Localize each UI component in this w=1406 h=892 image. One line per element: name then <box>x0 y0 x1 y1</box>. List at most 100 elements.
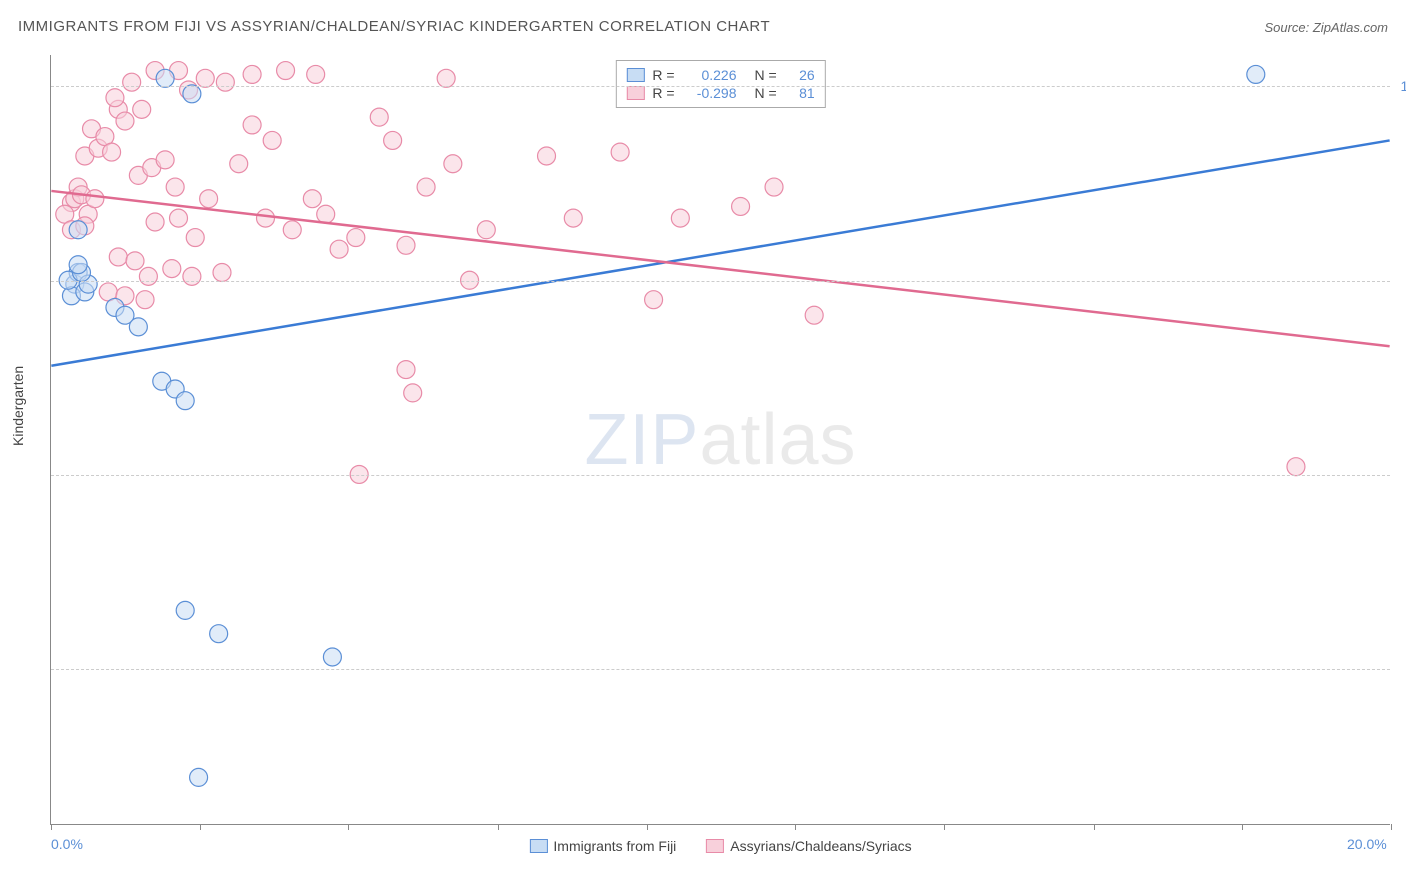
scatter-point <box>404 384 422 402</box>
scatter-point <box>243 65 261 83</box>
grid-line <box>51 86 1390 87</box>
scatter-point <box>216 73 234 91</box>
r-label: R = <box>652 67 674 83</box>
scatter-point <box>170 209 188 227</box>
scatter-point <box>86 190 104 208</box>
scatter-point <box>196 69 214 87</box>
n-label: N = <box>755 85 777 101</box>
scatter-point <box>103 143 121 161</box>
scatter-point <box>186 229 204 247</box>
scatter-point <box>317 205 335 223</box>
scatter-point <box>1287 458 1305 476</box>
scatter-point <box>417 178 435 196</box>
legend-label: Assyrians/Chaldeans/Syriacs <box>730 838 911 854</box>
x-tick-mark <box>1242 824 1243 830</box>
scatter-point <box>323 648 341 666</box>
x-tick-label: 0.0% <box>51 836 83 852</box>
legend-stats-row: R = -0.298 N = 81 <box>626 85 814 101</box>
x-tick-mark <box>348 824 349 830</box>
chart-title: IMMIGRANTS FROM FIJI VS ASSYRIAN/CHALDEA… <box>18 18 770 35</box>
scatter-point <box>136 291 154 309</box>
trend-line <box>51 191 1389 346</box>
legend-stats-box: R = 0.226 N = 26 R = -0.298 N = 81 <box>615 60 825 108</box>
scatter-point <box>384 131 402 149</box>
scatter-point <box>139 267 157 285</box>
legend-item: Immigrants from Fiji <box>529 838 676 854</box>
scatter-point <box>330 240 348 258</box>
scatter-point <box>69 256 87 274</box>
grid-line <box>51 475 1390 476</box>
scatter-point <box>156 151 174 169</box>
scatter-point <box>303 190 321 208</box>
scatter-point <box>765 178 783 196</box>
legend-swatch <box>626 68 644 82</box>
scatter-point <box>126 252 144 270</box>
scatter-point <box>156 69 174 87</box>
grid-line <box>51 281 1390 282</box>
r-value: 0.226 <box>683 67 737 83</box>
n-label: N = <box>755 67 777 83</box>
legend-swatch <box>626 86 644 100</box>
scatter-point <box>200 190 218 208</box>
scatter-point <box>230 155 248 173</box>
scatter-point <box>307 65 325 83</box>
scatter-point <box>370 108 388 126</box>
r-label: R = <box>652 85 674 101</box>
scatter-point <box>210 625 228 643</box>
trend-line <box>51 140 1389 365</box>
scatter-point <box>564 209 582 227</box>
scatter-point <box>123 73 141 91</box>
scatter-point <box>805 306 823 324</box>
scatter-point <box>645 291 663 309</box>
x-tick-mark <box>795 824 796 830</box>
grid-line <box>51 669 1390 670</box>
scatter-point <box>277 62 295 80</box>
scatter-point <box>263 131 281 149</box>
legend-label: Immigrants from Fiji <box>553 838 676 854</box>
legend-item: Assyrians/Chaldeans/Syriacs <box>706 838 911 854</box>
scatter-point <box>183 267 201 285</box>
scatter-point <box>538 147 556 165</box>
scatter-point <box>397 236 415 254</box>
plot-area: ZIPatlas R =0.226N =26R =-0.298N =81 Imm… <box>50 55 1390 825</box>
scatter-point <box>176 392 194 410</box>
scatter-point <box>611 143 629 161</box>
x-tick-mark <box>51 824 52 830</box>
scatter-point <box>116 112 134 130</box>
scatter-point <box>69 221 87 239</box>
y-tick-label: 100.0% <box>1401 78 1406 94</box>
n-value: 81 <box>785 85 815 101</box>
n-value: 26 <box>785 67 815 83</box>
x-tick-mark <box>1094 824 1095 830</box>
scatter-point <box>671 209 689 227</box>
scatter-point <box>166 178 184 196</box>
scatter-point <box>146 213 164 231</box>
scatter-point <box>176 601 194 619</box>
scatter-point <box>129 318 147 336</box>
x-tick-mark <box>498 824 499 830</box>
scatter-point <box>109 248 127 266</box>
scatter-point <box>183 85 201 103</box>
y-axis-label: Kindergarten <box>10 366 26 446</box>
scatter-point <box>1247 65 1265 83</box>
r-value: -0.298 <box>683 85 737 101</box>
x-tick-mark <box>647 824 648 830</box>
x-tick-mark <box>1391 824 1392 830</box>
chart-svg <box>51 55 1390 824</box>
scatter-point <box>283 221 301 239</box>
x-tick-mark <box>200 824 201 830</box>
x-tick-label: 20.0% <box>1347 836 1387 852</box>
scatter-point <box>477 221 495 239</box>
scatter-point <box>163 260 181 278</box>
legend-series: Immigrants from Fiji Assyrians/Chaldeans/… <box>529 838 911 854</box>
scatter-point <box>243 116 261 134</box>
scatter-point <box>732 197 750 215</box>
scatter-point <box>106 89 124 107</box>
scatter-point <box>347 229 365 247</box>
legend-stats-row: R = 0.226 N = 26 <box>626 67 814 83</box>
legend-swatch <box>706 839 724 853</box>
scatter-point <box>397 361 415 379</box>
scatter-point <box>213 264 231 282</box>
scatter-point <box>190 768 208 786</box>
scatter-point <box>444 155 462 173</box>
